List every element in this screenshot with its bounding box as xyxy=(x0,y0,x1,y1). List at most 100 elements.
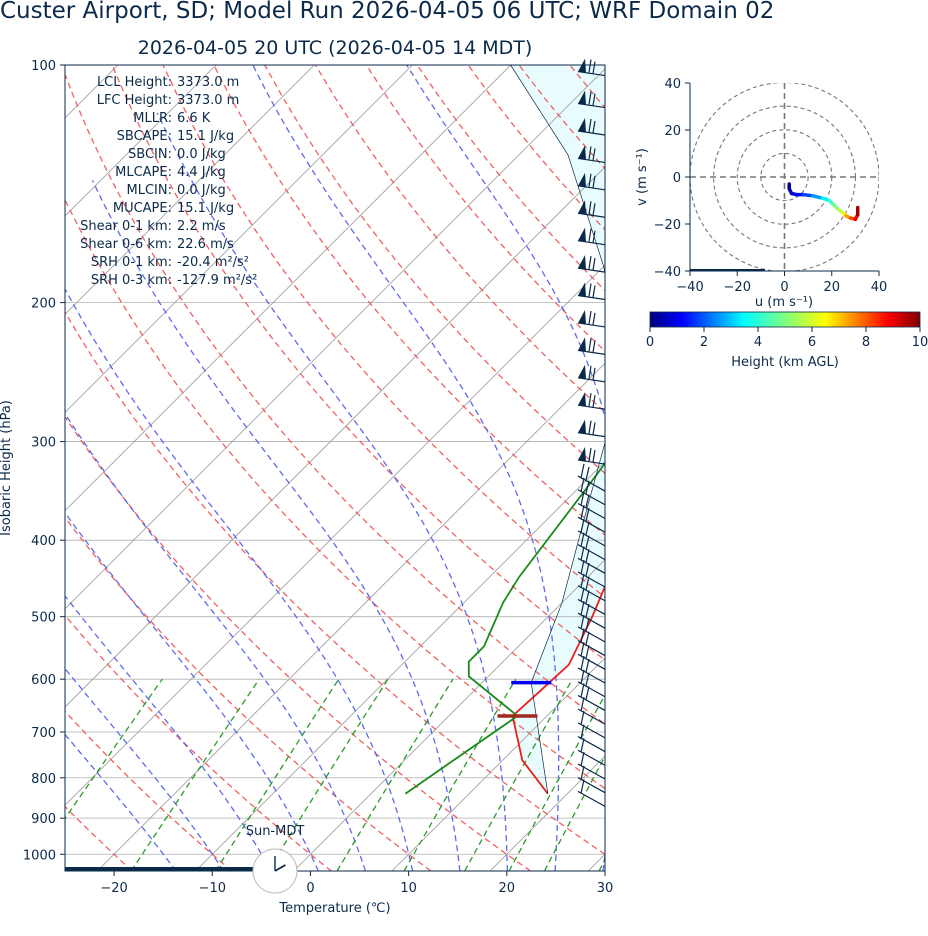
x-tick-label: 10 xyxy=(400,881,417,896)
barb-shaft xyxy=(577,212,606,218)
mixing-ratio-line xyxy=(464,678,573,871)
wind-barb xyxy=(577,546,606,574)
barb-flag xyxy=(585,549,590,563)
barb-shaft xyxy=(577,626,606,643)
barb-flag xyxy=(585,672,590,686)
barb-flag xyxy=(588,173,592,187)
barb-shaft xyxy=(577,267,606,273)
index-label: Shear 0-6 km: xyxy=(80,237,172,252)
index-label: MLCAPE: xyxy=(115,165,172,180)
y-tick-label: 900 xyxy=(31,812,56,827)
barb-flag xyxy=(592,312,596,326)
colorbar-gradient xyxy=(649,311,921,328)
index-label: LFC Height: xyxy=(97,93,172,108)
moist-adiabat xyxy=(65,594,272,871)
barb-pennant xyxy=(578,392,586,407)
barb-flag xyxy=(580,491,585,506)
sounding-indices: LCL Height: 3373.0 m LFC Height: 3373.0 m ML… xyxy=(80,75,257,288)
barb-flag xyxy=(580,601,585,616)
barb-flag xyxy=(592,148,596,161)
y-tick-label: 300 xyxy=(31,436,56,451)
barb-flag xyxy=(580,779,585,794)
barb-shaft xyxy=(577,322,606,328)
isotherm-line xyxy=(65,264,605,806)
barb-flag xyxy=(588,310,592,325)
dry-adiabat xyxy=(672,65,928,871)
wind-barb xyxy=(577,697,606,725)
colorbar-tick-label: 6 xyxy=(808,335,816,350)
index-value: 15.1 J/kg xyxy=(177,129,234,144)
isotherm-line xyxy=(65,65,217,217)
hodo-y-tick-label: −40 xyxy=(654,265,681,280)
index-value: 22.6 m/s xyxy=(177,237,234,252)
wind-barb xyxy=(577,518,606,547)
barb-pennant xyxy=(578,227,586,242)
barb-flag xyxy=(588,338,592,352)
barb-flag xyxy=(580,587,585,602)
index-label: SBCAPE: xyxy=(117,129,172,144)
barb-flag xyxy=(592,203,596,216)
isotherm-line xyxy=(65,65,511,512)
wind-barb xyxy=(577,628,606,657)
wind-barb xyxy=(577,364,606,383)
isotherm-line xyxy=(489,755,605,871)
barb-shaft xyxy=(577,502,606,519)
index-value: 3373.0 m xyxy=(177,93,239,108)
barb-pennant xyxy=(578,117,586,132)
wind-barb xyxy=(577,255,606,273)
barb-shaft xyxy=(577,294,606,301)
index-value: 6.6 K xyxy=(177,111,211,126)
barb-shaft xyxy=(577,157,606,164)
barb-shaft xyxy=(577,612,606,629)
wind-barb xyxy=(577,601,606,629)
moist-adiabat xyxy=(406,65,605,871)
wind-barb xyxy=(577,90,606,109)
y-tick-label: 1000 xyxy=(23,848,56,863)
barb-shaft xyxy=(577,722,606,739)
barb-flag xyxy=(588,283,592,297)
wind-barb xyxy=(577,683,606,711)
index-label: Shear 0-1 km: xyxy=(80,219,172,234)
hodo-x-tick-label: −40 xyxy=(676,280,703,295)
barb-flag xyxy=(592,367,596,380)
isotherm-line xyxy=(65,68,605,610)
index-value: 0.0 J/kg xyxy=(177,183,226,198)
hodo-x-tick-label: 0 xyxy=(780,280,788,295)
barb-pennant xyxy=(578,200,586,215)
colorbar-tick-label: 8 xyxy=(862,335,870,350)
barb-pennant xyxy=(578,90,586,105)
dewpoint-line xyxy=(404,461,605,795)
barb-pennant xyxy=(578,364,586,379)
mixing-ratio-line xyxy=(65,678,163,820)
mixing-ratio-line xyxy=(130,678,260,871)
isotherm-line xyxy=(686,65,928,871)
wind-barb xyxy=(577,738,606,766)
barb-shaft xyxy=(577,130,606,136)
barb-shaft xyxy=(577,749,606,766)
hodo-y-tick-label: 0 xyxy=(673,171,681,186)
skewt-frame xyxy=(64,64,606,872)
barb-flag xyxy=(580,628,585,643)
moist-adiabat xyxy=(65,511,319,871)
y-tick-label: 500 xyxy=(31,611,56,626)
barb-flag xyxy=(588,365,592,379)
barb-flag xyxy=(588,118,592,133)
barb-flag xyxy=(588,91,592,105)
barb-pennant xyxy=(578,145,586,160)
barb-flag xyxy=(580,573,585,588)
hodo-x-label: u (m s⁻¹) xyxy=(755,295,813,310)
barb-shaft xyxy=(577,571,606,588)
isotherm-line xyxy=(391,657,605,871)
barb-pennant xyxy=(578,172,586,187)
barb-shaft xyxy=(577,70,606,77)
index-value: 3373.0 m xyxy=(177,75,239,90)
wind-barb xyxy=(577,505,606,533)
barb-shaft xyxy=(577,516,606,533)
wind-barb xyxy=(577,145,606,164)
dry-adiabat xyxy=(65,516,432,871)
barb-shaft xyxy=(577,544,606,561)
barb-flag xyxy=(585,562,590,577)
isotherm-line xyxy=(293,559,605,871)
barb-flag xyxy=(585,645,590,659)
barb-flag xyxy=(580,614,585,630)
